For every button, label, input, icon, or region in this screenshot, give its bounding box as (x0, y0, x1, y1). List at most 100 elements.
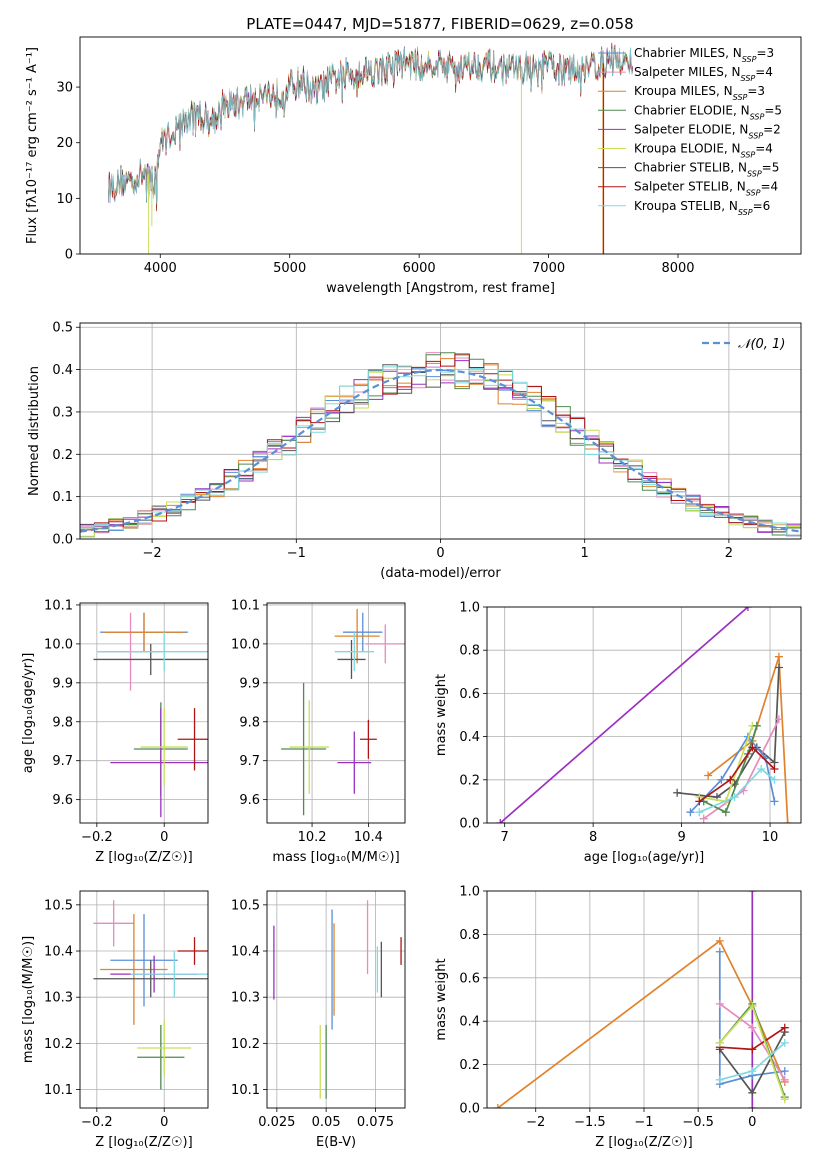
x-tick-label: −0.5 (682, 1115, 714, 1130)
weight-marker (695, 808, 704, 817)
x-axis-label: Z [log₁₀(Z/Z☉)] (95, 1135, 192, 1150)
x-tick-label: 9 (677, 830, 685, 845)
plot-area (273, 900, 402, 1099)
figure-title: PLATE=0447, MJD=51877, FIBERID=0629, z=0… (246, 15, 633, 33)
legend-label: Kroupa STELIB, NSSP=6 (634, 199, 770, 217)
y-axis-label: age [log₁₀(age/yr)] (21, 653, 36, 774)
chart-panel-weight-vs-age: 7 8 9 10 0.0 0.2 0.4 0.6 0.8 1.0 age [log₁₀(age/yr… (434, 601, 802, 865)
legend-subscript: SSP (746, 188, 761, 197)
weight-marker (774, 652, 783, 661)
weight-line (698, 746, 776, 803)
weight-marker (770, 797, 779, 806)
x-tick-label: 0.05 (312, 1115, 341, 1130)
x-tick-label: −0.2 (81, 1115, 113, 1130)
x-tick-label: −2 (143, 546, 162, 561)
x-axis-label: wavelength [Angstrom, rest frame] (326, 281, 555, 296)
weight-marker (748, 1104, 757, 1108)
y-axis-label: Flux [fλ10⁻¹⁷ erg cm⁻² s⁻¹ A⁻¹] (25, 47, 40, 244)
legend-value: =4 (755, 65, 773, 79)
legend-subscript: SSP (733, 93, 748, 102)
axes-frame (266, 890, 406, 1109)
weight-marker (748, 743, 757, 752)
plot-area (281, 608, 405, 816)
y-tick-label: 1.0 (459, 601, 480, 616)
x-tick-label: 7 (501, 830, 509, 845)
y-tick-label: 9.7 (52, 754, 73, 769)
chart-panel-weight-vs-Z: −2 −1.5 −1 −0.5 0 0.0 0.2 0.4 0.6 0.8 1.0 Z [log₁₀(… (434, 885, 802, 1150)
weight-marker (715, 1038, 724, 1047)
y-tick-label: 0.0 (459, 1102, 480, 1117)
y-tick-label: 0.2 (459, 1058, 480, 1073)
x-tick-label: 10 (762, 830, 779, 845)
weight-marker (748, 1067, 757, 1076)
axes-frame (79, 890, 209, 1109)
x-tick-label: 2 (725, 546, 733, 561)
y-tick-label: 0.2 (459, 773, 480, 788)
legend-value: =6 (753, 199, 771, 213)
x-tick-label: −1 (634, 1115, 653, 1130)
weight-line (718, 951, 785, 1086)
y-tick-label: 10.0 (44, 637, 73, 652)
y-tick-label: 0 (65, 248, 73, 263)
x-tick-label: −1.5 (574, 1115, 606, 1130)
x-tick-label: 0 (436, 546, 444, 561)
weight-marker (757, 765, 766, 773)
legend-subscript: SSP (750, 112, 765, 121)
x-tick-label: 7000 (532, 261, 565, 276)
y-tick-label: 0.4 (459, 1015, 480, 1030)
legend-value: =3 (756, 46, 774, 60)
y-tick-label: 10.3 (231, 991, 260, 1006)
legend-subscript: SSP (738, 207, 753, 216)
y-tick-label: 9.6 (52, 793, 73, 808)
y-axis-label: mass weight (434, 958, 449, 1040)
y-axis-label: mass weight (434, 674, 449, 756)
y-tick-label: 10.1 (44, 1083, 73, 1098)
legend-subscript: SSP (741, 150, 756, 159)
axes-frame (266, 602, 406, 824)
weight-marker (748, 891, 757, 895)
weight-marker (493, 1104, 502, 1108)
axes-frame (486, 606, 802, 824)
chart-panel-mass-vs-Z: −0.2 0 10.1 10.2 10.3 10.4 10.5 Z [log₁₀(Z/Z☉)]… (21, 890, 209, 1150)
legend-subscript: SSP (742, 55, 757, 64)
plot-area (93, 612, 208, 818)
x-tick-label: −2 (526, 1115, 545, 1130)
y-tick-label: 9.8 (239, 715, 260, 730)
legend-value: =4 (760, 180, 778, 194)
x-tick-label: 0.025 (258, 1115, 295, 1130)
x-tick-label: 1 (581, 546, 589, 561)
weight-marker (715, 1075, 724, 1084)
weight-marker (770, 775, 779, 784)
plot-area (80, 352, 801, 538)
y-tick-label: 0.5 (52, 321, 73, 336)
legend-subscript: SSP (741, 74, 756, 83)
x-tick-label: 10.2 (298, 830, 327, 845)
y-tick-label: 0.6 (459, 687, 480, 702)
weight-marker (715, 947, 724, 956)
y-tick-label: 9.9 (239, 676, 260, 691)
y-tick-label: 10.1 (231, 598, 260, 613)
x-tick-label: 6000 (403, 261, 436, 276)
weight-marker (770, 765, 779, 773)
x-axis-label: Z [log₁₀(Z/Z☉)] (95, 850, 192, 865)
chart-panel-residuals: −2 −1 0 1 2 0.0 0.1 0.2 0.3 0.4 0.5 (data-model)/er… (27, 321, 802, 581)
x-axis-label: E(B-V) (316, 1135, 356, 1150)
legend-value: =2 (763, 122, 781, 136)
weight-marker (695, 797, 704, 806)
x-tick-label: 5000 (273, 261, 306, 276)
weight-marker (704, 771, 713, 780)
weight-marker (780, 1075, 789, 1084)
axes-frame (79, 322, 802, 540)
weight-line (499, 607, 749, 823)
chart-panel-mass-vs-ebv: 0.025 0.05 0.075 10.1 10.2 10.3 10.4 10.5 E(B-V) (231, 890, 406, 1150)
y-tick-label: 20 (56, 136, 73, 151)
y-tick-label: 10.4 (231, 945, 260, 960)
legend-label: Chabrier STELIB, NSSP=5 (634, 161, 779, 179)
legend-subscript: SSP (747, 169, 762, 178)
weight-marker (774, 715, 783, 724)
legend-label: Salpeter STELIB, NSSP=4 (634, 180, 778, 198)
weight-marker (686, 808, 695, 817)
y-tick-label: 0.8 (459, 644, 480, 659)
plot-area (496, 607, 792, 823)
